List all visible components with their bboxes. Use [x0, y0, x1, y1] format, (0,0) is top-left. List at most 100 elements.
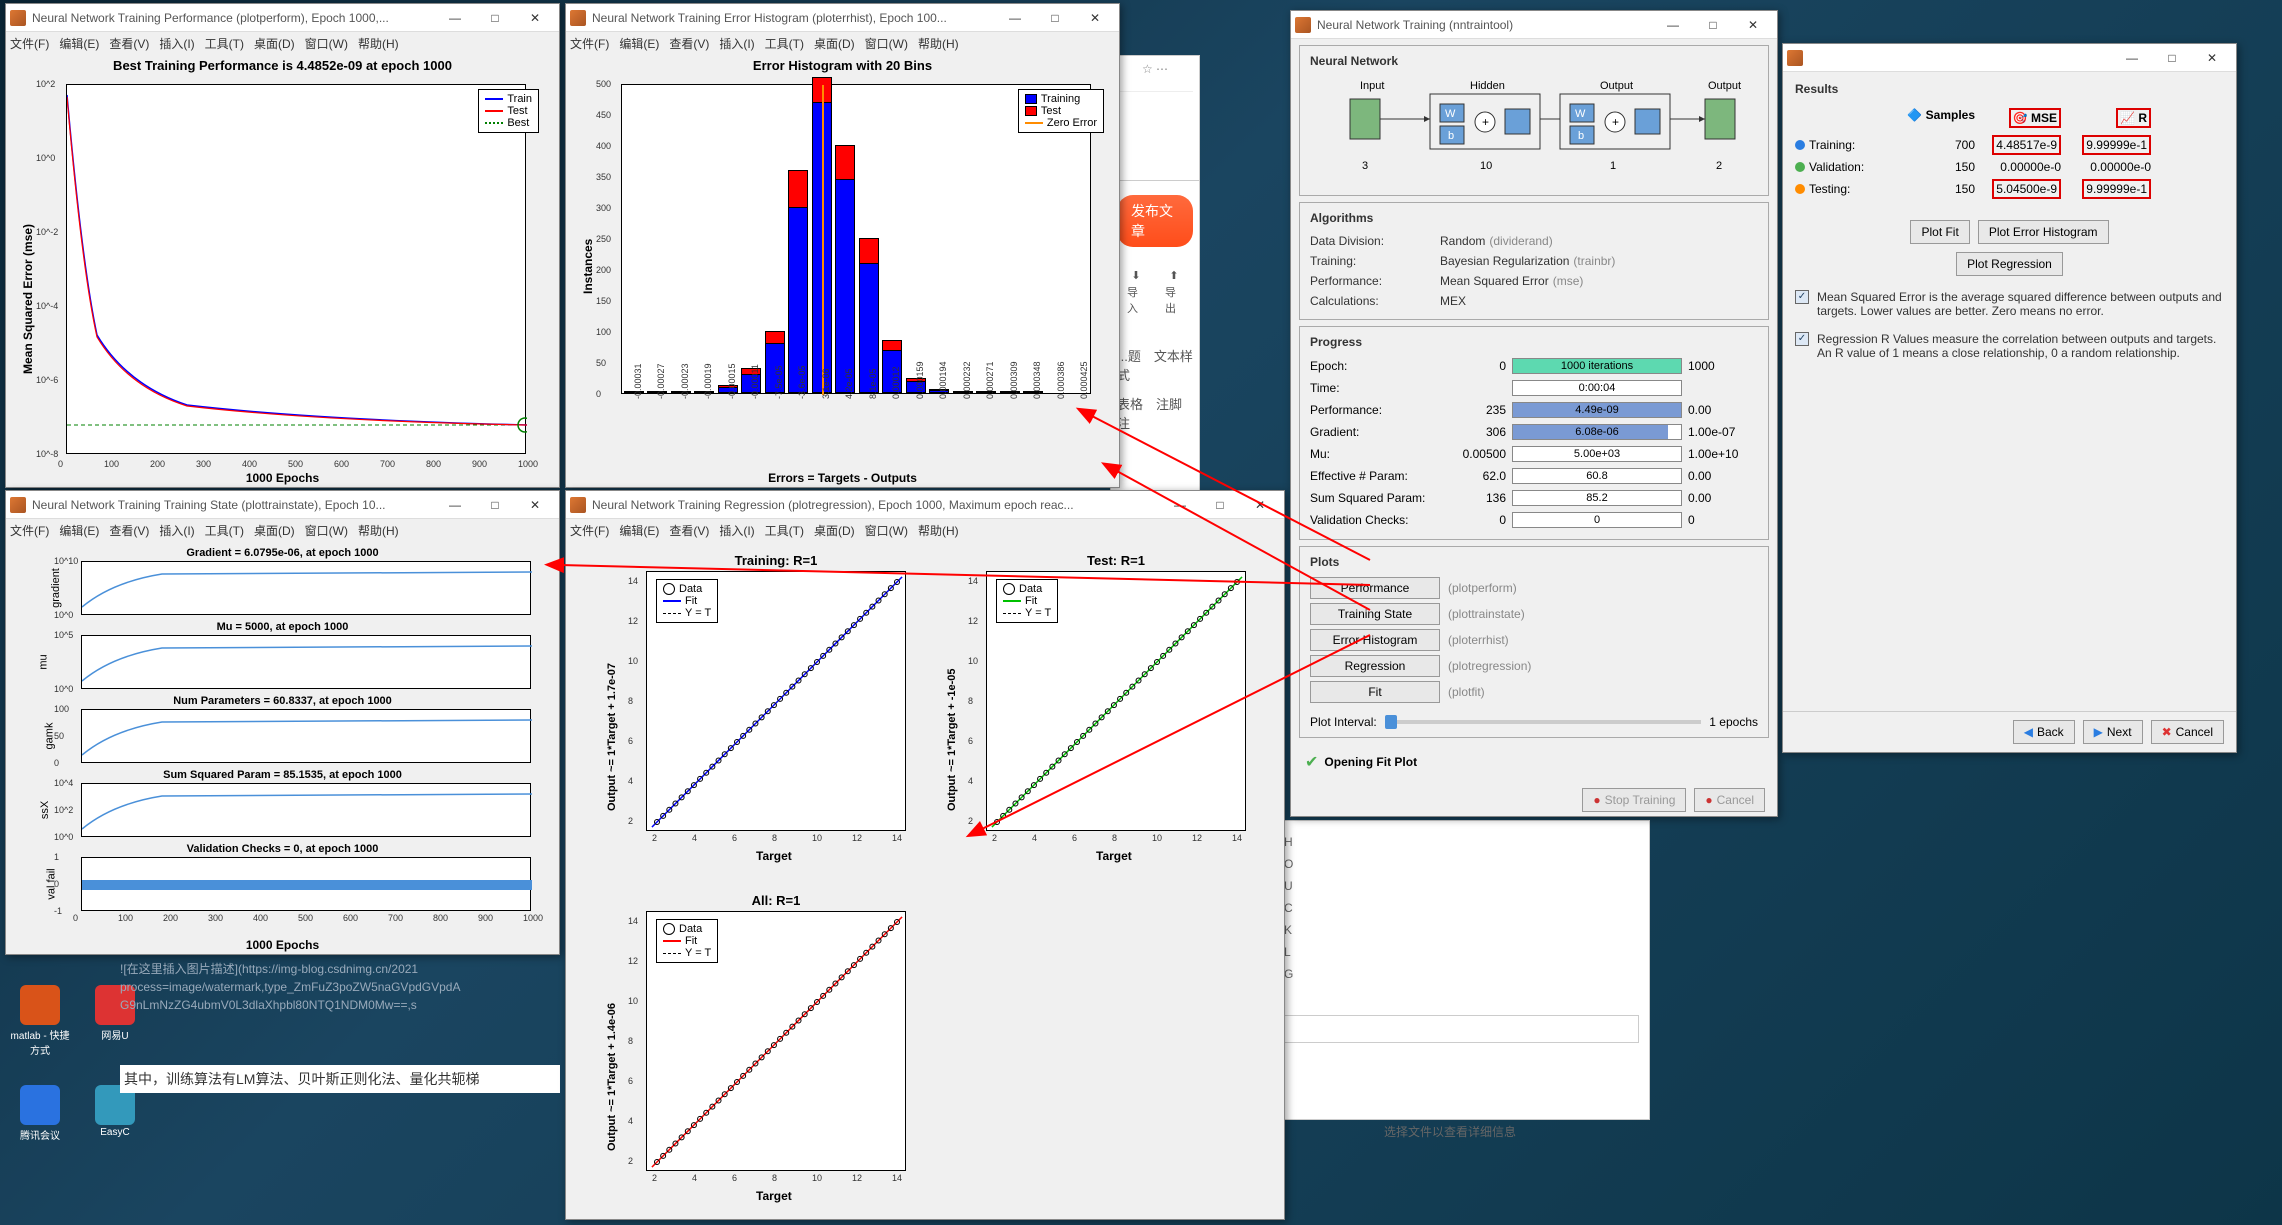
menubar: 文件(F)编辑(E)查看(V)插入(I)工具(T)桌面(D)窗口(W)帮助(H): [566, 32, 1119, 54]
close-button[interactable]: ✕: [1075, 6, 1115, 30]
publish-button[interactable]: 发布文章: [1117, 195, 1193, 247]
window-results: — □ ✕ Results 🔷 Samples 🎯 MSE 📈 R Traini…: [1782, 43, 2237, 753]
minimize-button[interactable]: —: [995, 6, 1035, 30]
next-button[interactable]: ▶Next: [2083, 720, 2143, 744]
menu-edit[interactable]: 编辑(E): [59, 35, 99, 52]
maximize-button[interactable]: □: [475, 493, 515, 517]
minimize-button[interactable]: —: [2112, 46, 2152, 70]
cancel-button[interactable]: ●Cancel: [1694, 788, 1765, 812]
svg-text:W: W: [1445, 108, 1456, 120]
plot-fit-button[interactable]: Plot Fit: [1910, 220, 1969, 244]
menu-help[interactable]: 帮助(H): [358, 35, 399, 52]
chart-title: Best Training Performance is 4.4852e-09 …: [113, 58, 452, 73]
legend: Training Test Zero Error: [1018, 89, 1104, 133]
plots-section: Plots Performance(plotperform)Training S…: [1299, 546, 1769, 738]
close-button[interactable]: ✕: [2192, 46, 2232, 70]
plot-button-training-state[interactable]: Training State: [1310, 603, 1440, 625]
titlebar[interactable]: Neural Network Training Regression (plot…: [566, 491, 1284, 519]
maximize-button[interactable]: □: [1200, 493, 1240, 517]
plot-interval-slider[interactable]: [1385, 720, 1702, 724]
matlab-icon: [1295, 17, 1311, 33]
status-row: ✔ Opening Fit Plot: [1291, 744, 1777, 780]
menu-file[interactable]: 文件(F): [10, 35, 49, 52]
plot-area: Best Training Performance is 4.4852e-09 …: [6, 54, 559, 487]
menu-view[interactable]: 查看(V): [109, 35, 149, 52]
close-button[interactable]: ✕: [1733, 13, 1773, 37]
plot-button-fit[interactable]: Fit: [1310, 681, 1440, 703]
window-plotperform: Neural Network Training Performance (plo…: [5, 3, 560, 488]
titlebar[interactable]: Neural Network Training Training State (…: [6, 491, 559, 519]
svg-text:10: 10: [1480, 160, 1492, 172]
nn-diagram: Input Hidden Output Output W b + W b +: [1310, 74, 1770, 184]
plot-interval-label: Plot Interval:: [1310, 715, 1377, 729]
import-icon[interactable]: ⬇导入: [1127, 269, 1145, 316]
algorithms-section: Algorithms Data Division:Random(dividera…: [1299, 202, 1769, 320]
editor-body-text: 其中，训练算法有LM算法、贝叶斯正则化法、量化共轭梯: [120, 1065, 560, 1093]
maximize-button[interactable]: □: [2152, 46, 2192, 70]
titlebar[interactable]: — □ ✕: [1783, 44, 2236, 72]
plot-button-error-histogram[interactable]: Error Histogram: [1310, 629, 1440, 651]
menubar: 文件(F) 编辑(E) 查看(V) 插入(I) 工具(T) 桌面(D) 窗口(W…: [6, 32, 559, 54]
cancel-button[interactable]: ✖Cancel: [2151, 720, 2224, 744]
svg-text:Input: Input: [1360, 80, 1384, 92]
window-ploterrhist: Neural Network Training Error Histogram …: [565, 3, 1120, 488]
progress-row: Time:0:00:04: [1310, 377, 1758, 399]
minimize-button[interactable]: —: [1653, 13, 1693, 37]
titlebar[interactable]: Neural Network Training Performance (plo…: [6, 4, 559, 32]
results-row: Training:7004.48517e-99.99999e-1: [1795, 134, 2224, 156]
menubar: 文件(F)编辑(E)查看(V)插入(I)工具(T)桌面(D)窗口(W)帮助(H): [6, 519, 559, 541]
desktop-icon-tencent[interactable]: 腾讯会议: [10, 1085, 70, 1142]
window-plotregression: Neural Network Training Regression (plot…: [565, 490, 1285, 1220]
stop-training-button[interactable]: ●Stop Training: [1582, 788, 1686, 812]
minimize-button[interactable]: —: [435, 493, 475, 517]
close-button[interactable]: ✕: [515, 493, 555, 517]
desktop-icon-matlab[interactable]: matlab - 快捷方式: [10, 985, 70, 1057]
svg-text:Output: Output: [1600, 80, 1633, 92]
menu-tools[interactable]: 工具(T): [205, 35, 244, 52]
minimize-button[interactable]: —: [435, 6, 475, 30]
performance-chart: [66, 84, 526, 454]
window-title: Neural Network Training Regression (plot…: [592, 498, 1160, 512]
menu-window[interactable]: 窗口(W): [305, 35, 348, 52]
maximize-button[interactable]: □: [1693, 13, 1733, 37]
menu-desktop[interactable]: 桌面(D): [254, 35, 295, 52]
minimize-button[interactable]: —: [1160, 493, 1200, 517]
plot-button-performance[interactable]: Performance: [1310, 577, 1440, 599]
close-button[interactable]: ✕: [515, 6, 555, 30]
matlab-icon: [570, 497, 586, 513]
progress-row: Effective # Param:62.060.80.00: [1310, 465, 1758, 487]
svg-text:2: 2: [1716, 160, 1722, 172]
legend: Train Test Best: [478, 89, 539, 133]
matlab-icon: [1787, 50, 1803, 66]
titlebar[interactable]: Neural Network Training (nntraintool) — …: [1291, 11, 1777, 39]
tool-body: Neural Network Input Hidden Output Outpu…: [1291, 39, 1777, 816]
alg-row: Performance:Mean Squared Error(mse): [1310, 271, 1758, 291]
wizard-buttons: ◀Back ▶Next ✖Cancel: [1783, 711, 2236, 752]
window-title: Neural Network Training Error Histogram …: [592, 11, 995, 25]
svg-text:b: b: [1448, 130, 1454, 142]
titlebar[interactable]: Neural Network Training Error Histogram …: [566, 4, 1119, 32]
maximize-button[interactable]: □: [475, 6, 515, 30]
back-button[interactable]: ◀Back: [2013, 720, 2075, 744]
maximize-button[interactable]: □: [1035, 6, 1075, 30]
export-icon[interactable]: ⬆导出: [1165, 269, 1183, 316]
svg-text:3: 3: [1362, 160, 1368, 172]
plot-button-regression[interactable]: Regression: [1310, 655, 1440, 677]
menu-insert[interactable]: 插入(I): [159, 35, 194, 52]
chart-title: Error Histogram with 20 Bins: [753, 58, 932, 73]
close-button[interactable]: ✕: [1240, 493, 1280, 517]
alg-row: Training:Bayesian Regularization(trainbr…: [1310, 251, 1758, 271]
window-title: Neural Network Training (nntraintool): [1317, 18, 1653, 32]
menubar: 文件(F)编辑(E)查看(V)插入(I)工具(T)桌面(D)窗口(W)帮助(H): [566, 519, 1284, 541]
matlab-icon: [10, 10, 26, 26]
results-header: 🔷 Samples 🎯 MSE 📈 R: [1795, 108, 2224, 128]
window-title: Neural Network Training Training State (…: [32, 498, 435, 512]
progress-row: Validation Checks:000: [1310, 509, 1758, 531]
progress-row: Mu:0.005005.00e+031.00e+10: [1310, 443, 1758, 465]
results-row: Validation:1500.00000e-00.00000e-0: [1795, 156, 2224, 178]
svg-text:+: +: [1612, 115, 1619, 129]
results-panel: Results 🔷 Samples 🎯 MSE 📈 R Training:700…: [1783, 72, 2236, 711]
plot-regression-button[interactable]: Plot Regression: [1956, 252, 2063, 276]
xlabel: Errors = Targets - Outputs: [768, 471, 917, 485]
plot-error-hist-button[interactable]: Plot Error Histogram: [1978, 220, 2109, 244]
